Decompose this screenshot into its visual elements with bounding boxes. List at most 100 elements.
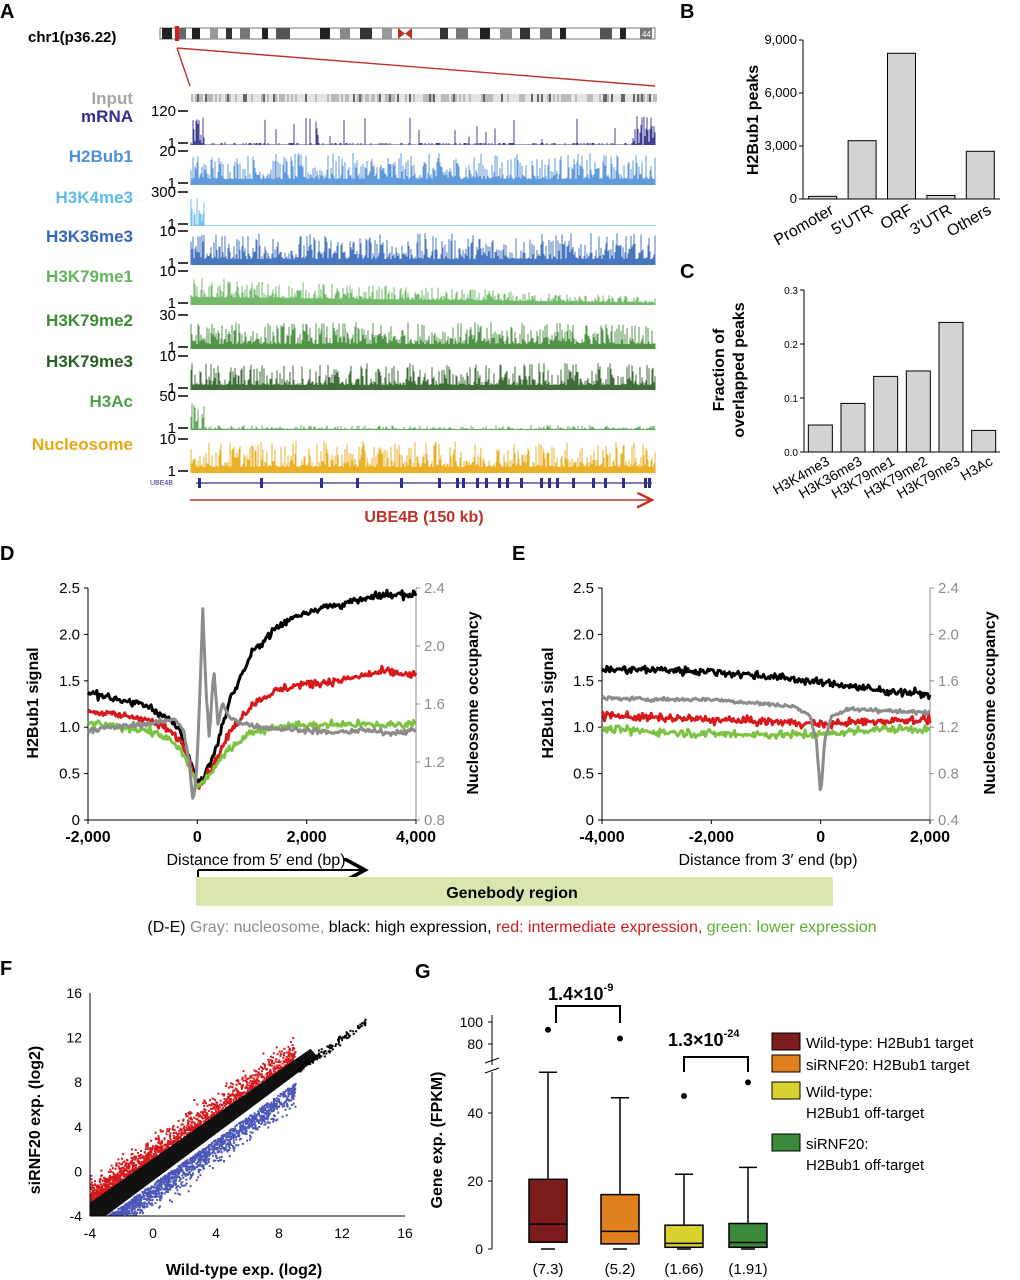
point-unchanged bbox=[312, 1059, 315, 1062]
point-up bbox=[183, 1129, 186, 1132]
point-down bbox=[175, 1185, 178, 1188]
point-up bbox=[186, 1119, 189, 1122]
point-down bbox=[221, 1146, 224, 1149]
point-up bbox=[195, 1117, 198, 1120]
y2-tick-label: 1.2 bbox=[938, 719, 959, 736]
point-down bbox=[252, 1116, 255, 1119]
point-down bbox=[114, 1214, 117, 1216]
point-down bbox=[261, 1119, 264, 1122]
input-mark bbox=[369, 94, 371, 102]
panel-d-xlabel: Distance from 5′ end (bp) bbox=[166, 852, 345, 869]
point-up bbox=[146, 1143, 149, 1146]
point-down bbox=[141, 1202, 144, 1205]
point-up bbox=[91, 1185, 94, 1188]
point-down bbox=[157, 1192, 160, 1195]
point-up bbox=[90, 1186, 93, 1189]
point-up bbox=[186, 1128, 189, 1131]
point-down bbox=[112, 1217, 114, 1219]
point-down bbox=[160, 1191, 163, 1194]
point-down bbox=[217, 1137, 220, 1140]
point-up bbox=[90, 1195, 93, 1198]
x-tick-label: 16 bbox=[397, 1225, 413, 1241]
point-up bbox=[264, 1077, 267, 1080]
point-down bbox=[139, 1203, 142, 1206]
point-down bbox=[245, 1117, 248, 1120]
input-mark bbox=[601, 94, 603, 102]
centromere bbox=[398, 28, 412, 39]
input-mark bbox=[551, 94, 553, 102]
point-up bbox=[198, 1113, 201, 1116]
point-down bbox=[174, 1184, 177, 1187]
point-up bbox=[261, 1066, 264, 1069]
point-down bbox=[293, 1086, 296, 1089]
point-up bbox=[286, 1059, 289, 1062]
point-up bbox=[136, 1168, 139, 1171]
point-down bbox=[188, 1172, 191, 1175]
point-down bbox=[194, 1157, 197, 1160]
point-down bbox=[232, 1145, 235, 1148]
point-up bbox=[99, 1188, 102, 1191]
pvalue-2-base: 1.3×10 bbox=[668, 1030, 724, 1050]
point-down bbox=[272, 1101, 275, 1104]
y2-tick-label: 2.0 bbox=[424, 638, 445, 655]
point-unchanged bbox=[323, 1052, 326, 1055]
panel-b-ylabel: H2Bub1 peaks bbox=[745, 65, 762, 175]
input-mark bbox=[409, 94, 411, 102]
point-up bbox=[227, 1086, 230, 1089]
point-down bbox=[223, 1146, 226, 1149]
point-up bbox=[104, 1180, 107, 1183]
input-mark bbox=[493, 94, 495, 102]
point-down bbox=[128, 1201, 131, 1204]
ideogram-band bbox=[540, 28, 552, 39]
y2-tick-label: 0.4 bbox=[938, 812, 959, 829]
input-mark bbox=[305, 94, 307, 102]
point-down bbox=[135, 1203, 138, 1206]
point-down bbox=[218, 1138, 221, 1141]
point-unchanged bbox=[345, 1031, 348, 1034]
point-up bbox=[279, 1066, 282, 1069]
point-down bbox=[112, 1226, 114, 1228]
point-down bbox=[251, 1116, 254, 1119]
point-down bbox=[164, 1188, 167, 1191]
point-down bbox=[213, 1147, 216, 1150]
input-mark bbox=[223, 94, 225, 102]
point-up bbox=[153, 1147, 156, 1150]
point-up bbox=[257, 1083, 260, 1086]
input-mark bbox=[533, 94, 535, 102]
point-up bbox=[204, 1118, 207, 1121]
point-up bbox=[106, 1184, 109, 1187]
point-up bbox=[94, 1192, 97, 1195]
point-down bbox=[225, 1135, 228, 1138]
point-up bbox=[139, 1149, 142, 1152]
legend-label: siRNF20: bbox=[806, 1136, 869, 1153]
point-down bbox=[143, 1197, 146, 1200]
point-down bbox=[172, 1176, 175, 1179]
point-up bbox=[269, 1064, 272, 1067]
point-up bbox=[102, 1183, 105, 1186]
point-down bbox=[285, 1100, 288, 1103]
point-down bbox=[259, 1109, 262, 1112]
point-up bbox=[187, 1122, 190, 1125]
ideogram-band-label: q41 bbox=[585, 30, 599, 39]
ideogram-band bbox=[560, 28, 566, 39]
point-down bbox=[164, 1179, 167, 1182]
point-down bbox=[129, 1202, 132, 1205]
point-down bbox=[183, 1165, 186, 1168]
point-down bbox=[128, 1211, 131, 1214]
point-down bbox=[111, 1226, 113, 1228]
point-up bbox=[211, 1103, 214, 1106]
point-up bbox=[256, 1079, 259, 1082]
input-mark bbox=[507, 94, 509, 102]
point-down bbox=[246, 1122, 249, 1125]
point-down bbox=[232, 1147, 235, 1150]
input-mark bbox=[467, 94, 469, 102]
point-down bbox=[108, 1228, 110, 1230]
point-down bbox=[213, 1143, 216, 1146]
point-up bbox=[139, 1154, 142, 1157]
point-unchanged bbox=[328, 1047, 331, 1050]
y2-tick-label: 1.2 bbox=[424, 754, 445, 771]
track-h3k79me2: H3K79me2 301 bbox=[46, 307, 656, 356]
point-unchanged bbox=[341, 1039, 344, 1042]
point-down bbox=[287, 1095, 290, 1098]
